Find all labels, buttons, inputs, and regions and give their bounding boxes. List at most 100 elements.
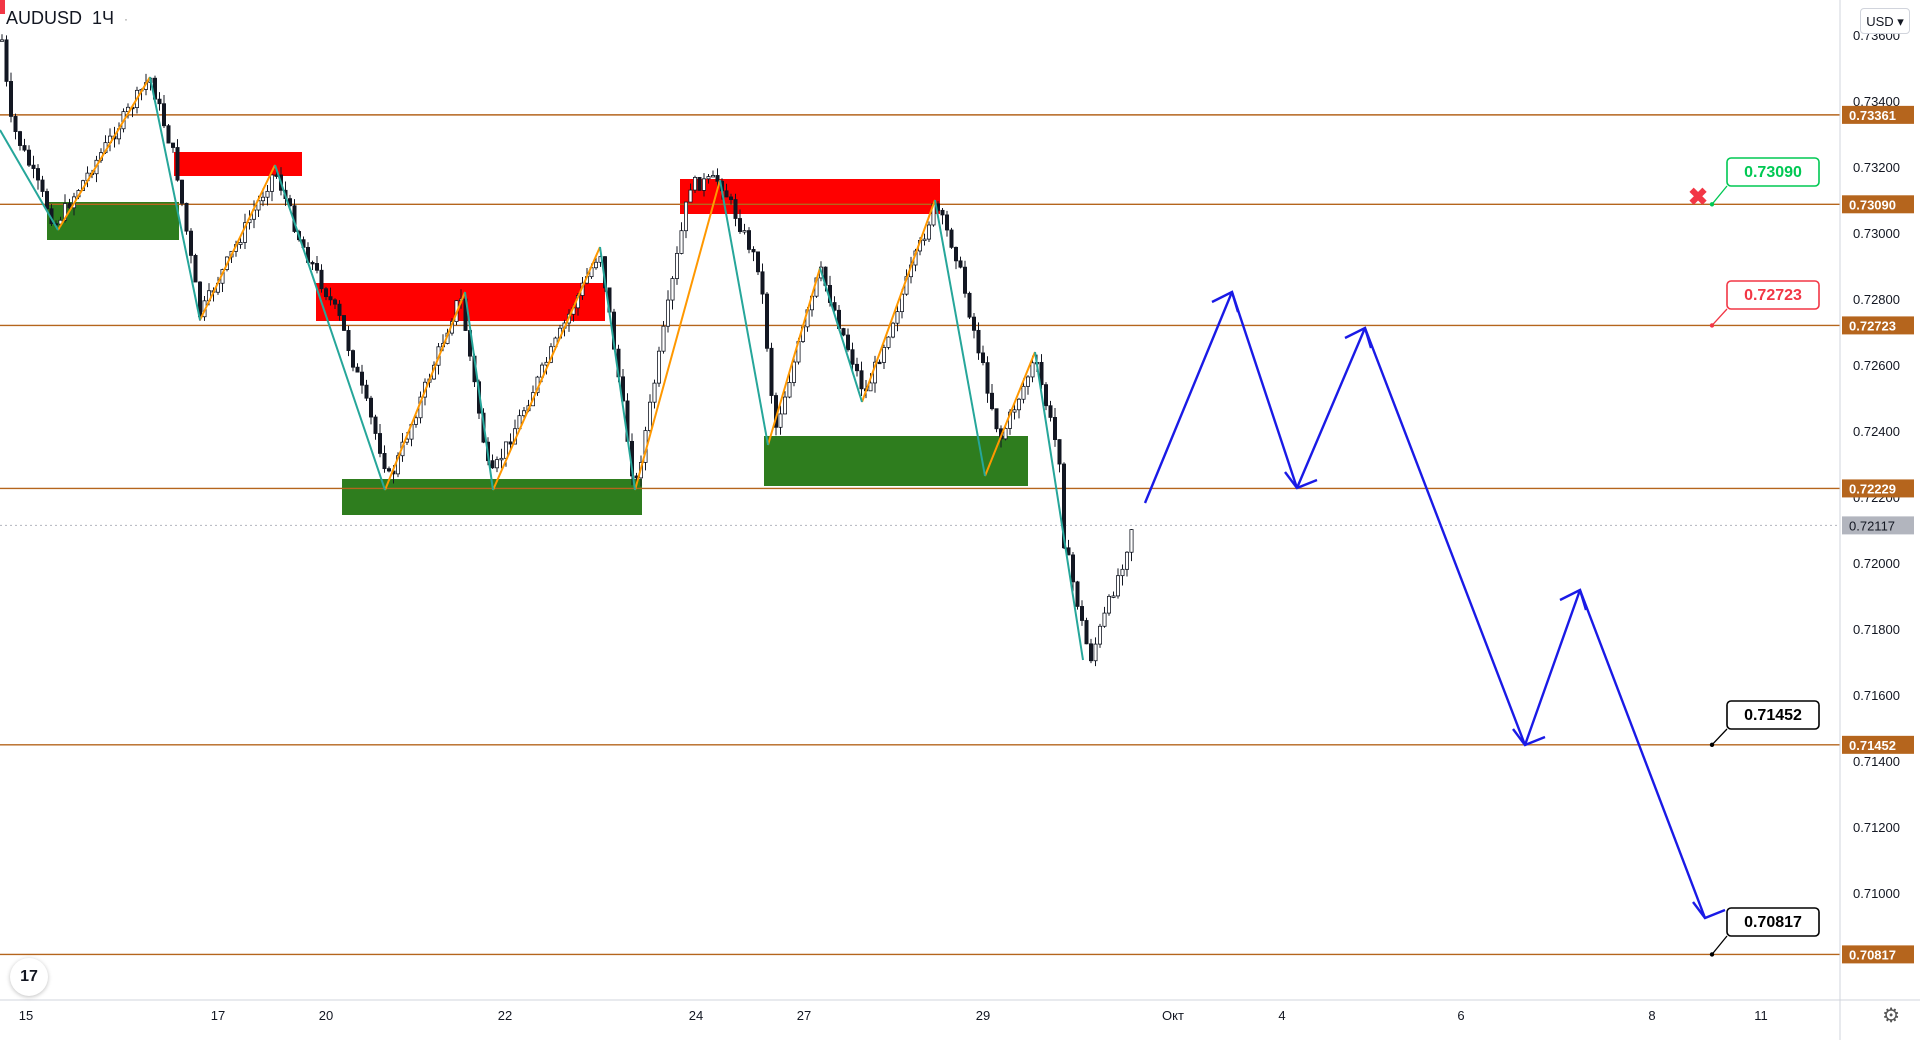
current-price-label: 0.72117 [1849,518,1895,533]
gear-icon[interactable]: ⚙ [1882,1005,1900,1027]
candle-body [769,347,774,396]
time-axis-label: 6 [1457,1008,1464,1023]
arrow-head-up [1211,290,1240,313]
candle-body [4,39,9,82]
candle-body [594,261,599,269]
candle-body [841,328,846,336]
candle-body [751,249,756,253]
candle-body [1116,575,1121,597]
candle-body [161,103,166,127]
candle-body [319,269,324,290]
candle-body [922,238,927,242]
level-price-box [1842,479,1914,498]
candle-body [738,218,743,232]
callout-box [1726,907,1820,937]
candle-body [958,260,963,268]
candle-body [40,179,45,192]
candle-body [260,196,265,202]
zigzag-down-line [149,76,201,321]
candle-body [733,199,738,219]
level-price-label: 0.73090 [1849,197,1896,212]
time-axis-label: 8 [1648,1008,1655,1023]
zigzag-up-line [199,164,276,321]
candle-body [1093,643,1098,662]
tradingview-logo[interactable]: 17 [10,958,48,996]
arrow-head-down [1692,901,1726,920]
candle-body [328,296,333,301]
zigzag-up-line [767,267,821,446]
symbol-name[interactable]: AUDUSD [6,8,83,28]
candles [0,34,1134,667]
time-axis-label: 22 [498,1008,512,1023]
symbol-header[interactable]: AUDUSD 1Ч · [6,8,128,29]
candle-body [945,214,950,231]
candle-body [323,288,328,298]
candle-body [193,255,198,283]
callout-pointer [1711,308,1728,326]
currency-label[interactable]: USD [1866,14,1894,29]
candle-body [1017,398,1022,411]
candle-body [31,164,36,169]
candle-body [179,179,184,204]
candle-body [1125,551,1130,570]
price-tick-label: 0.71600 [1853,688,1900,703]
candle-body [337,303,342,316]
candle-body [972,316,977,331]
red-flag-marker [0,0,5,14]
zigzag-down-line [274,164,386,491]
candle-body [648,401,653,431]
candle-body [265,190,270,198]
price-tick-label: 0.72600 [1853,358,1900,373]
status-dot: · [124,11,129,26]
arrow-head-down [1512,728,1546,747]
candle-body [1075,581,1080,607]
level-price-box [1842,945,1914,964]
projection-arrows: ✖ [1143,184,1726,920]
projection-line [1143,291,1234,504]
candle-body [359,371,364,386]
zigzag-up-line [984,351,1036,477]
level-price-box [1842,105,1914,124]
interval-label[interactable]: 1Ч [92,8,115,28]
candle-body [963,266,968,294]
candle-body [382,453,387,470]
candle-body [652,382,657,403]
price-tick-label: 0.72000 [1853,556,1900,571]
zigzag-down-line [0,129,59,231]
time-axis-label: Окт [1162,1008,1184,1023]
price-tick-label: 0.71400 [1853,754,1900,769]
callout-price-label: 0.72723 [1744,287,1802,304]
currency-selector[interactable]: USD ▾ [1860,8,1910,34]
callout-price-label: 0.73090 [1744,164,1802,181]
candle-body [783,396,788,415]
zigzag-down-line [934,199,986,477]
candle-body [787,382,792,398]
candle-body [67,203,72,209]
candle-body [882,347,887,363]
candle-body [702,178,707,191]
candle-body [1012,409,1017,413]
time-axis-label: 15 [19,1008,33,1023]
level-lines [0,114,1840,956]
callout-pointer [1711,185,1728,205]
level-price-label: 0.73361 [1849,108,1896,123]
candle-body [747,230,752,250]
candle-body [175,147,180,181]
candle-body [184,202,189,232]
arrow-head-down [1284,471,1318,490]
candle-body [364,384,369,399]
candle-body [170,142,175,148]
candle-body [188,230,193,256]
projection-line [1363,327,1527,746]
callout-dot [1709,742,1715,748]
candle-body [661,325,666,352]
callout-price-label: 0.70817 [1744,914,1802,931]
level-price-label: 0.72723 [1849,318,1896,333]
candle-body [670,278,675,301]
candle-body [1039,361,1044,386]
price-tick-label: 0.72800 [1853,292,1900,307]
zigzag-down-line [599,246,636,491]
candle-body [657,350,662,384]
zigzag-lines [0,76,1084,661]
